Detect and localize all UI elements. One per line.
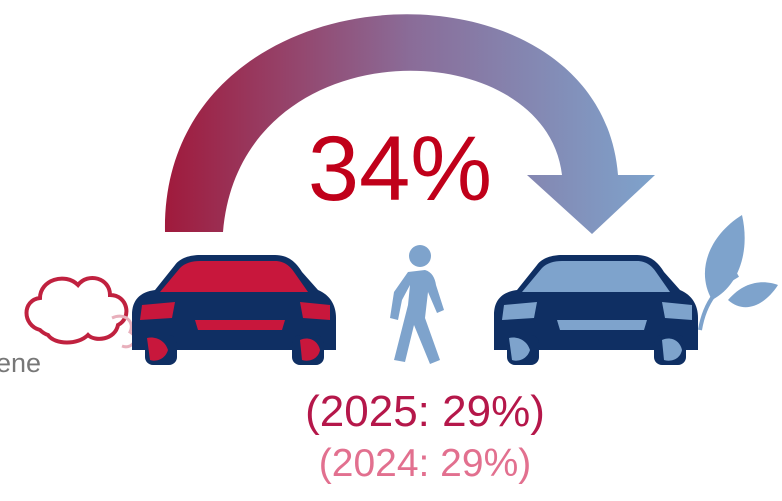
comparison-2025: (2025: 29%) [305,387,545,436]
side-label: ene [0,348,41,378]
electric-car [494,255,698,365]
leaf-icon [698,215,778,331]
combustion-car [132,255,336,365]
comparison-2024: (2024: 29%) [319,442,531,485]
main-value: 34% [308,118,492,220]
exhaust-cloud [24,275,136,349]
transition-arrow [164,14,655,234]
pedestrian-icon [390,245,444,364]
